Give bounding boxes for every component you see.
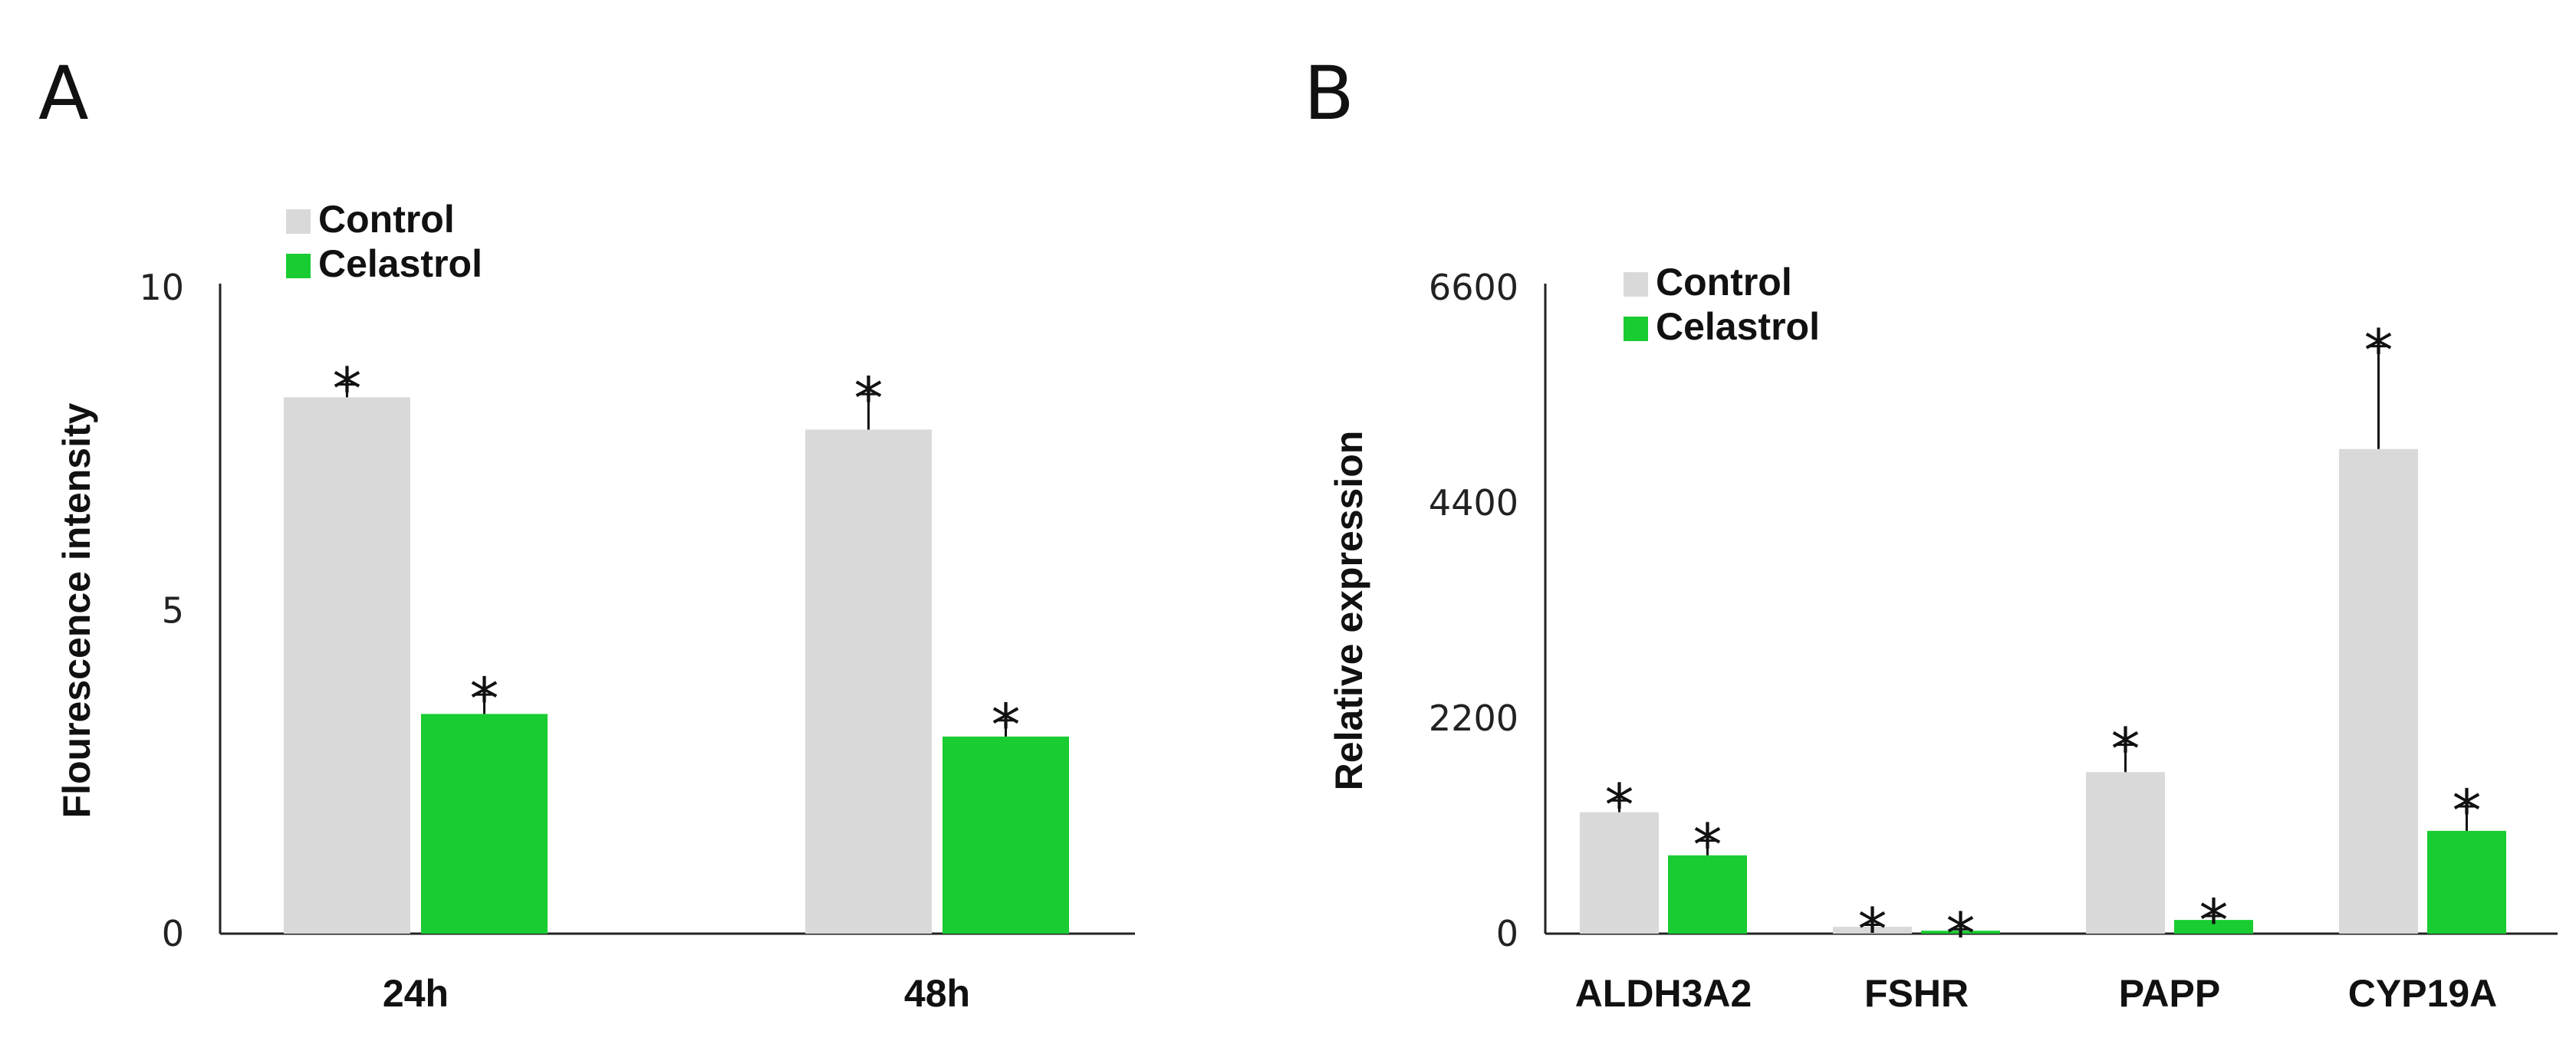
- chart-a: 0 5 10 Flourescence intensity * * 24h * * 48h Cont…: [55, 198, 1135, 1015]
- x-category-label: ALDH3A2: [1575, 972, 1752, 1015]
- legend-swatch-control: [1624, 272, 1648, 297]
- bar-control-24h: [284, 397, 410, 934]
- y-tick-label: 0: [1496, 913, 1518, 954]
- y-tick-label: 6600: [1429, 267, 1518, 308]
- legend-swatch-control: [286, 209, 311, 234]
- x-category-label: FSHR: [1864, 972, 1969, 1015]
- y-tick-label: 4400: [1429, 482, 1518, 524]
- y-tick-label: 0: [162, 913, 184, 954]
- significance-star: *: [2111, 714, 2140, 783]
- bar-celastrol-fshr: [1921, 931, 2000, 934]
- bar-celastrol-papp: [2174, 920, 2253, 934]
- significance-star: *: [333, 354, 362, 422]
- legend-swatch-celastrol: [286, 254, 311, 278]
- significance-star: *: [2199, 886, 2229, 954]
- legend-swatch-celastrol: [1624, 317, 1648, 341]
- significance-star: *: [2453, 777, 2482, 845]
- significance-star: *: [2364, 317, 2393, 385]
- significance-star: *: [470, 665, 499, 733]
- significance-star: *: [1946, 899, 1976, 967]
- x-category-label: CYP19A: [2348, 972, 2498, 1015]
- x-category-label: PAPP: [2119, 972, 2220, 1015]
- significance-star: *: [992, 691, 1021, 759]
- significance-star: *: [1858, 895, 1887, 964]
- x-category-label: 24h: [383, 972, 449, 1015]
- bar-celastrol-24h: [421, 714, 548, 934]
- bar-control-papp: [2086, 772, 2165, 934]
- bar-control-fshr: [1833, 927, 1912, 934]
- significance-star: *: [1693, 811, 1722, 879]
- y-axis-title: Relative expression: [1327, 431, 1370, 791]
- legend-label-celastrol: Celastrol: [318, 242, 482, 285]
- y-tick-label: 5: [162, 590, 184, 632]
- bar-control-aldh3a2: [1580, 812, 1659, 934]
- bar-celastrol-aldh3a2: [1668, 855, 1747, 934]
- bar-control-48h: [805, 429, 932, 934]
- panel-label-a: A: [38, 51, 89, 136]
- panel-label-b: B: [1304, 51, 1354, 136]
- chart-b: 0 2200 4400 6600 Relative expression * * ALDH3A…: [1327, 261, 2558, 1015]
- significance-star: *: [1605, 770, 1634, 839]
- legend-label-celastrol: Celastrol: [1656, 305, 1820, 348]
- y-axis-title: Flourescence intensity: [55, 402, 98, 818]
- significance-star: *: [854, 364, 883, 432]
- y-tick-label: 10: [139, 267, 184, 308]
- x-category-label: 48h: [904, 972, 970, 1015]
- y-tick-label: 2200: [1429, 698, 1518, 739]
- bar-celastrol-cyp19a: [2427, 830, 2506, 934]
- legend-label-control: Control: [318, 198, 455, 241]
- bar-control-cyp19a: [2339, 448, 2418, 934]
- legend-label-control: Control: [1656, 261, 1792, 304]
- bar-celastrol-48h: [943, 736, 1069, 934]
